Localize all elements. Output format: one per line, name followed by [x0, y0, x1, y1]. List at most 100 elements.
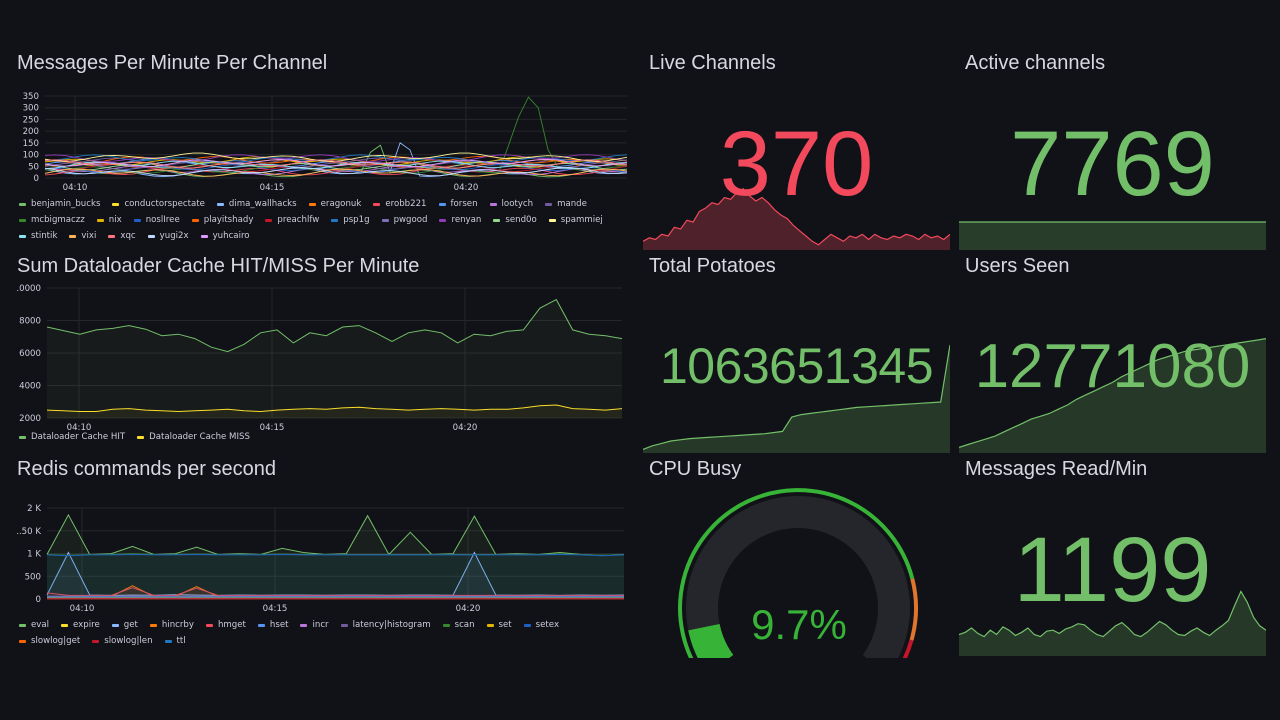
- legend-swatch: [164, 639, 172, 643]
- legend-label: expire: [73, 620, 100, 630]
- legend-label: pwgood: [393, 215, 428, 225]
- legend-label: dima_wallhacks: [228, 199, 297, 209]
- legend-swatch: [438, 202, 446, 206]
- legend-item[interactable]: conductorspectate: [112, 196, 205, 212]
- legend-item[interactable]: expire: [61, 617, 100, 633]
- legend-item[interactable]: dima_wallhacks: [216, 196, 297, 212]
- legend-item[interactable]: playitshady: [191, 212, 254, 228]
- gauge-value-arc: [688, 623, 734, 658]
- users-seen-sparkline: [959, 338, 1266, 453]
- series-line: [44, 158, 628, 168]
- legend-label: noslIree: [145, 215, 180, 225]
- panel-title: Total Potatoes: [649, 255, 776, 277]
- legend-swatch: [19, 623, 26, 627]
- legend-item[interactable]: hset: [257, 617, 288, 633]
- legend-item[interactable]: spammiej: [548, 212, 603, 228]
- legend-swatch: [548, 218, 556, 222]
- legend-item[interactable]: xqc: [108, 228, 136, 244]
- legend-item[interactable]: hmget: [205, 617, 246, 633]
- gauge-threshold-green: [678, 488, 915, 658]
- cpu-busy-panel: CPU Busy 9.7%: [643, 458, 950, 658]
- legend-item[interactable]: ttl: [164, 633, 186, 649]
- legend-swatch: [308, 202, 316, 206]
- legend-label: playitshady: [203, 215, 254, 225]
- x-tick-label: 04:20: [453, 423, 478, 431]
- legend-swatch: [112, 202, 120, 206]
- legend-item[interactable]: set: [486, 617, 512, 633]
- legend-label: xqc: [120, 231, 136, 241]
- sparkline-area: [643, 188, 950, 250]
- legend-label: hmget: [217, 620, 246, 630]
- x-tick-label: 04:10: [63, 183, 88, 193]
- messages-legend: benjamin_bucks conductorspectate dima_wall…: [19, 196, 631, 244]
- legend-item[interactable]: mande: [545, 196, 587, 212]
- x-tick-label: 04:15: [260, 183, 285, 193]
- legend-item[interactable]: pwgood: [381, 212, 428, 228]
- users-seen-panel: Users Seen 12771080: [959, 255, 1266, 453]
- legend-item[interactable]: nix: [96, 212, 122, 228]
- legend-swatch: [111, 623, 119, 627]
- legend-item[interactable]: lootych: [489, 196, 534, 212]
- legend-label: set: [498, 620, 512, 630]
- series-line: [44, 155, 628, 165]
- panel-title: Live Channels: [649, 52, 776, 74]
- y-tick-label: 100: [23, 151, 39, 161]
- legend-item[interactable]: benjamin_bucks: [19, 196, 100, 212]
- legend-item[interactable]: slowlog|len: [92, 633, 153, 649]
- legend-label: latency|histogram: [352, 620, 431, 630]
- legend-item[interactable]: setex: [523, 617, 559, 633]
- legend-item[interactable]: Dataloader Cache HIT: [19, 429, 125, 445]
- legend-swatch: [439, 218, 447, 222]
- redis-commands-panel: Redis commands per second 2 K 1.50 K 1 K 50…: [17, 458, 632, 658]
- legend-item[interactable]: noslIree: [133, 212, 180, 228]
- legend-swatch: [69, 234, 77, 238]
- legend-item[interactable]: erobb221: [373, 196, 427, 212]
- legend-item[interactable]: eragonuk: [308, 196, 361, 212]
- legend-item[interactable]: vixi: [69, 228, 96, 244]
- legend-swatch: [149, 623, 157, 627]
- panel-title: Messages Per Minute Per Channel: [17, 52, 328, 74]
- legend-item[interactable]: forsen: [438, 196, 478, 212]
- live-channels-sparkline: [643, 188, 950, 250]
- legend-swatch: [19, 218, 26, 222]
- legend-item[interactable]: slowlog|get: [19, 633, 80, 649]
- legend-item[interactable]: stintik: [19, 228, 57, 244]
- cache-legend: Dataloader Cache HIT Dataloader Cache MIS…: [19, 429, 631, 445]
- legend-item[interactable]: latency|histogram: [340, 617, 431, 633]
- legend-item[interactable]: scan: [442, 617, 475, 633]
- legend-item[interactable]: incr: [300, 617, 329, 633]
- legend-swatch: [265, 218, 273, 222]
- legend-item[interactable]: mcbigmaczz: [19, 212, 85, 228]
- messages-read-sparkline: [959, 590, 1266, 656]
- legend-swatch: [205, 623, 213, 627]
- legend-item[interactable]: preachlfw: [265, 212, 319, 228]
- legend-item[interactable]: send0o: [493, 212, 537, 228]
- x-tick-label: 04:20: [456, 604, 481, 614]
- legend-label: mcbigmaczz: [31, 215, 85, 225]
- legend-item[interactable]: renyan: [439, 212, 481, 228]
- active-channels-panel: Active channels 7769: [959, 52, 1266, 250]
- legend-item[interactable]: hincrby: [149, 617, 194, 633]
- y-tick-label: 300: [23, 104, 39, 114]
- legend-label: incr: [312, 620, 329, 630]
- live-channels-panel: Live Channels 370: [643, 52, 950, 250]
- messages-read-panel: Messages Read/Min 1199: [959, 458, 1266, 658]
- legend-swatch: [19, 639, 26, 643]
- legend-label: lootych: [501, 199, 534, 209]
- legend-item[interactable]: yuhcairo: [200, 228, 250, 244]
- legend-item[interactable]: get: [111, 617, 138, 633]
- sparkline-area: [959, 338, 1266, 453]
- series-line: [44, 154, 628, 164]
- legend-item[interactable]: yugi2x: [147, 228, 189, 244]
- y-tick-label: 8000: [19, 317, 41, 327]
- legend-item[interactable]: psp1g: [331, 212, 370, 228]
- x-tick-label: 04:20: [454, 183, 479, 193]
- y-tick-label: 10000: [17, 284, 41, 294]
- legend-label: forsen: [450, 199, 478, 209]
- legend-label: vixi: [81, 231, 97, 241]
- legend-item[interactable]: eval: [19, 617, 49, 633]
- legend-swatch: [19, 234, 26, 238]
- legend-label: send0o: [505, 215, 537, 225]
- legend-item[interactable]: Dataloader Cache MISS: [137, 429, 250, 445]
